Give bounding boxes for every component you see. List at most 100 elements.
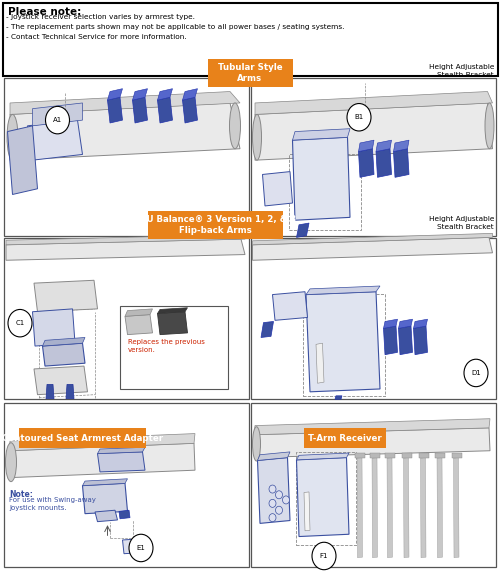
Polygon shape [372,458,378,558]
Text: TRU Balance® 3 Version 1, 2, & 3
Flip-back Arms: TRU Balance® 3 Version 1, 2, & 3 Flip-ba… [134,214,296,235]
Polygon shape [252,233,492,245]
Ellipse shape [230,103,240,149]
Polygon shape [122,539,142,554]
Text: B1: B1 [354,114,364,120]
Text: Contoured Seat Armrest Adapter: Contoured Seat Armrest Adapter [2,434,163,443]
Polygon shape [42,337,85,346]
Circle shape [282,496,290,504]
Polygon shape [358,140,374,152]
Text: A1: A1 [53,117,62,123]
Polygon shape [418,453,428,458]
Circle shape [269,485,276,493]
Polygon shape [254,428,490,458]
Polygon shape [258,218,270,230]
Polygon shape [46,384,54,399]
Polygon shape [158,89,172,100]
Polygon shape [370,453,380,458]
Text: C1: C1 [16,320,24,326]
Polygon shape [385,453,395,458]
Circle shape [269,514,276,522]
Polygon shape [158,308,188,313]
Polygon shape [437,458,442,558]
Polygon shape [398,319,412,328]
Polygon shape [306,292,380,392]
Polygon shape [306,286,380,295]
Polygon shape [82,479,128,486]
Polygon shape [394,149,409,177]
Polygon shape [132,97,148,123]
Polygon shape [66,384,74,399]
Polygon shape [420,458,426,558]
Text: Replaces the previous
version.: Replaces the previous version. [128,339,204,352]
Polygon shape [252,237,492,260]
Circle shape [269,499,276,507]
Bar [148,211,282,239]
Polygon shape [384,319,398,328]
Bar [304,428,386,448]
Polygon shape [125,315,152,335]
Bar [2,3,498,76]
Circle shape [464,359,488,387]
Circle shape [312,542,336,570]
Polygon shape [402,453,411,458]
Polygon shape [384,326,398,355]
Polygon shape [296,453,349,460]
Polygon shape [125,309,152,316]
Polygon shape [435,453,445,458]
Text: Tubular Style
Arms: Tubular Style Arms [218,63,282,84]
Ellipse shape [7,114,18,160]
Polygon shape [95,510,118,522]
Polygon shape [42,343,85,366]
Circle shape [8,309,32,337]
Polygon shape [404,458,409,558]
Polygon shape [262,172,292,206]
Circle shape [46,106,70,134]
Polygon shape [355,453,365,458]
Polygon shape [454,458,459,558]
Polygon shape [335,396,342,399]
Polygon shape [98,447,145,454]
Ellipse shape [6,443,16,482]
Polygon shape [452,453,462,458]
Polygon shape [272,292,308,320]
Polygon shape [255,103,492,160]
Polygon shape [6,235,245,245]
Bar [288,154,361,230]
Text: Note:: Note: [9,490,33,499]
Polygon shape [98,452,145,472]
Polygon shape [296,458,349,537]
Polygon shape [394,140,409,152]
Bar [208,59,292,87]
Polygon shape [10,103,240,160]
Text: D1: D1 [471,370,481,376]
Polygon shape [296,223,309,237]
Polygon shape [261,321,274,337]
Polygon shape [254,419,490,435]
Polygon shape [32,103,82,126]
Polygon shape [376,140,392,152]
Polygon shape [304,492,310,531]
Text: F1: F1 [320,553,328,559]
Polygon shape [158,97,172,123]
Polygon shape [6,239,245,260]
Ellipse shape [252,427,260,461]
Polygon shape [34,366,88,395]
Polygon shape [132,89,148,100]
Polygon shape [387,458,392,558]
Polygon shape [28,120,82,160]
Polygon shape [316,343,324,383]
Text: Height Adjustable
Stealth Bracket: Height Adjustable Stealth Bracket [428,64,494,78]
Bar [4,238,249,399]
Text: For use with Swing-away
Joystick mounts.: For use with Swing-away Joystick mounts. [9,497,96,511]
Polygon shape [414,326,428,355]
Text: E1: E1 [136,545,145,551]
Polygon shape [358,149,374,177]
Text: - Contact Technical Service for more information.: - Contact Technical Service for more inf… [6,34,187,39]
Circle shape [129,534,153,562]
Bar [302,294,385,396]
Polygon shape [10,92,240,114]
Bar [4,403,249,567]
Polygon shape [414,319,428,328]
Text: Please note:: Please note: [8,7,81,17]
Polygon shape [182,97,198,123]
